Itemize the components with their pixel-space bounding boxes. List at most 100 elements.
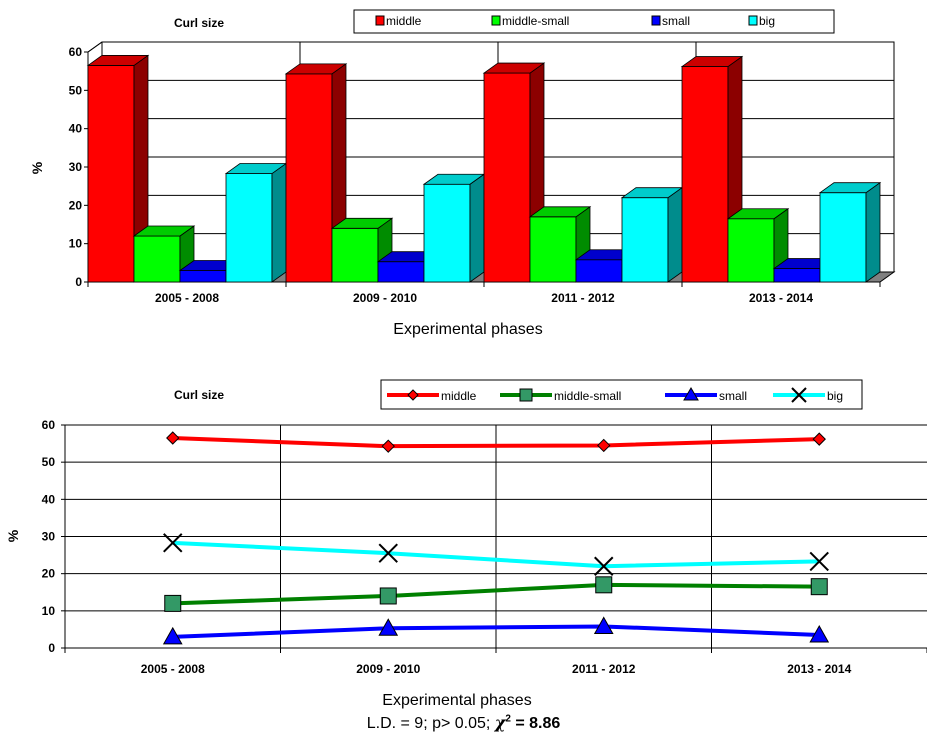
bar-small-front — [377, 261, 425, 283]
bar-big-front — [819, 192, 867, 283]
line-chart-y-tick-label: 0 — [48, 641, 55, 655]
line-big-point — [163, 533, 183, 553]
bar-middle-front — [285, 73, 333, 283]
line-chart-x-tick-label: 2011 - 2012 — [572, 662, 636, 676]
bar-big-side — [865, 181, 881, 283]
bar-small-front — [773, 268, 821, 283]
bar-big-top — [818, 182, 882, 194]
line-small-point — [809, 624, 830, 643]
bar-chart-x-tick-label: 2009 - 2010 — [353, 291, 417, 305]
line-legend-marker — [519, 388, 533, 402]
line-big-point-stroke — [378, 543, 398, 563]
line-legend-marker — [683, 387, 699, 401]
line-middle-small-point — [595, 576, 613, 594]
line-chart-y-tick-label: 20 — [42, 567, 56, 581]
line-middle-small-point — [810, 578, 828, 596]
line-legend-label: middle-small — [554, 389, 621, 403]
line-small-point — [593, 616, 614, 634]
line-legend-label: big — [827, 389, 843, 403]
bar-chart-x-tick-label: 2011 - 2012 — [551, 291, 615, 305]
footer-chi-value: = 8.86 — [510, 715, 561, 732]
bar-chart-legend — [353, 9, 835, 34]
footer-chi-exponent: 2 — [505, 713, 511, 725]
bar-chart-x-tick-label: 2005 - 2008 — [155, 291, 219, 305]
bar-chart-y-tick-label: 10 — [69, 237, 83, 251]
line-chart-y-tick-label: 50 — [42, 455, 56, 469]
bar-middle-small-top — [528, 206, 592, 218]
bar-chart-y-tick-label: 40 — [69, 122, 83, 136]
bar-middle-small-front — [727, 218, 775, 283]
line-chart-x-tick-label: 2013 - 2014 — [787, 662, 851, 676]
chart-canvas: 0 10 20 30 40 50 60 2005 - 2008 2009 - 2010 2011 … — [5, 9, 927, 709]
bar-legend-swatch — [491, 15, 501, 26]
bar-chart-y-tick-label: 60 — [69, 45, 83, 59]
bar-big-side — [469, 173, 485, 283]
bar-chart-x-label: Experimental phases — [393, 321, 542, 338]
bar-middle-top — [86, 55, 150, 66]
line-middle — [172, 436, 820, 449]
bar-chart-y-tick-label: 50 — [69, 83, 83, 97]
line-chart-title: Curl size — [174, 388, 224, 402]
bar-chart-x-tick-label: 2013 - 2014 — [749, 291, 813, 305]
bar-big-front — [423, 183, 471, 283]
bar-chart — [84, 9, 896, 287]
bar-legend-label: big — [759, 14, 775, 28]
bar-chart-y-tick-label: 20 — [69, 198, 83, 212]
bar-chart-y-label: % — [29, 161, 45, 174]
bar-middle-small-top — [330, 217, 394, 229]
bar-chart-y-tick-label: 30 — [69, 160, 83, 174]
line-big-point-stroke — [809, 551, 829, 572]
bar-middle-front — [87, 65, 135, 283]
bar-big-front — [225, 173, 273, 283]
line-chart-x-tick-label: 2009 - 2010 — [356, 662, 420, 676]
line-legend-marker — [791, 387, 807, 403]
line-middle-point — [597, 438, 611, 453]
bar-legend-label: middle — [386, 14, 422, 28]
line-legend-marker — [407, 389, 419, 401]
bar-legend-label: small — [662, 14, 690, 28]
bar-middle-small-top — [726, 208, 790, 220]
line-legend-label: small — [719, 389, 747, 403]
line-middle-point — [381, 439, 395, 453]
bar-middle-top — [680, 56, 744, 67]
bar-middle-top — [482, 62, 546, 74]
line-chart-x-tick-label: 2005 - 2008 — [141, 662, 205, 676]
bar-middle-small-front — [133, 235, 181, 283]
bar-legend-swatch — [748, 15, 758, 26]
line-middle-point — [812, 432, 826, 446]
line-big-point-stroke — [594, 556, 614, 576]
bar-chart-gridline-side — [87, 41, 103, 53]
line-big — [172, 540, 820, 569]
bar-chart-title: Curl size — [174, 16, 224, 30]
bar-middle-front — [681, 66, 729, 283]
bar-middle-front — [483, 72, 531, 283]
bar-middle-small-front — [331, 227, 379, 283]
line-chart-y-tick-label: 60 — [42, 418, 56, 432]
line-big-point-stroke — [163, 533, 183, 553]
line-middle-small — [172, 582, 820, 606]
bar-chart-y-tick-label: 0 — [75, 275, 82, 289]
line-legend-marker-stroke — [791, 387, 807, 403]
footer-chi: χ — [494, 713, 506, 732]
line-chart-y-tick-label: 10 — [42, 604, 56, 618]
bar-small-front — [179, 270, 227, 283]
bar-small-front — [575, 259, 623, 283]
line-middle-small-point — [164, 594, 182, 612]
bar-legend-swatch — [375, 15, 385, 26]
line-middle-point — [166, 431, 180, 445]
bar-big-front — [621, 197, 669, 283]
footer-ld: L.D. = 9; p> 0.05; — [366, 715, 495, 732]
line-chart-y-tick-label: 40 — [42, 492, 56, 506]
bar-legend-label: middle-small — [502, 14, 569, 28]
line-chart-y-label: % — [5, 529, 21, 542]
line-small-point — [378, 618, 399, 636]
line-big-point — [378, 543, 398, 563]
bar-legend-swatch — [651, 15, 661, 26]
bar-middle-top — [284, 63, 348, 75]
line-chart-y-tick-label: 30 — [42, 530, 56, 544]
statistics-footer: L.D. = 9; p> 0.05; χ2 = 8.86 — [0, 713, 927, 733]
line-middle-small-point — [379, 587, 397, 605]
line-chart — [61, 379, 927, 653]
line-small-point — [162, 626, 183, 645]
bar-big-side — [271, 162, 287, 283]
